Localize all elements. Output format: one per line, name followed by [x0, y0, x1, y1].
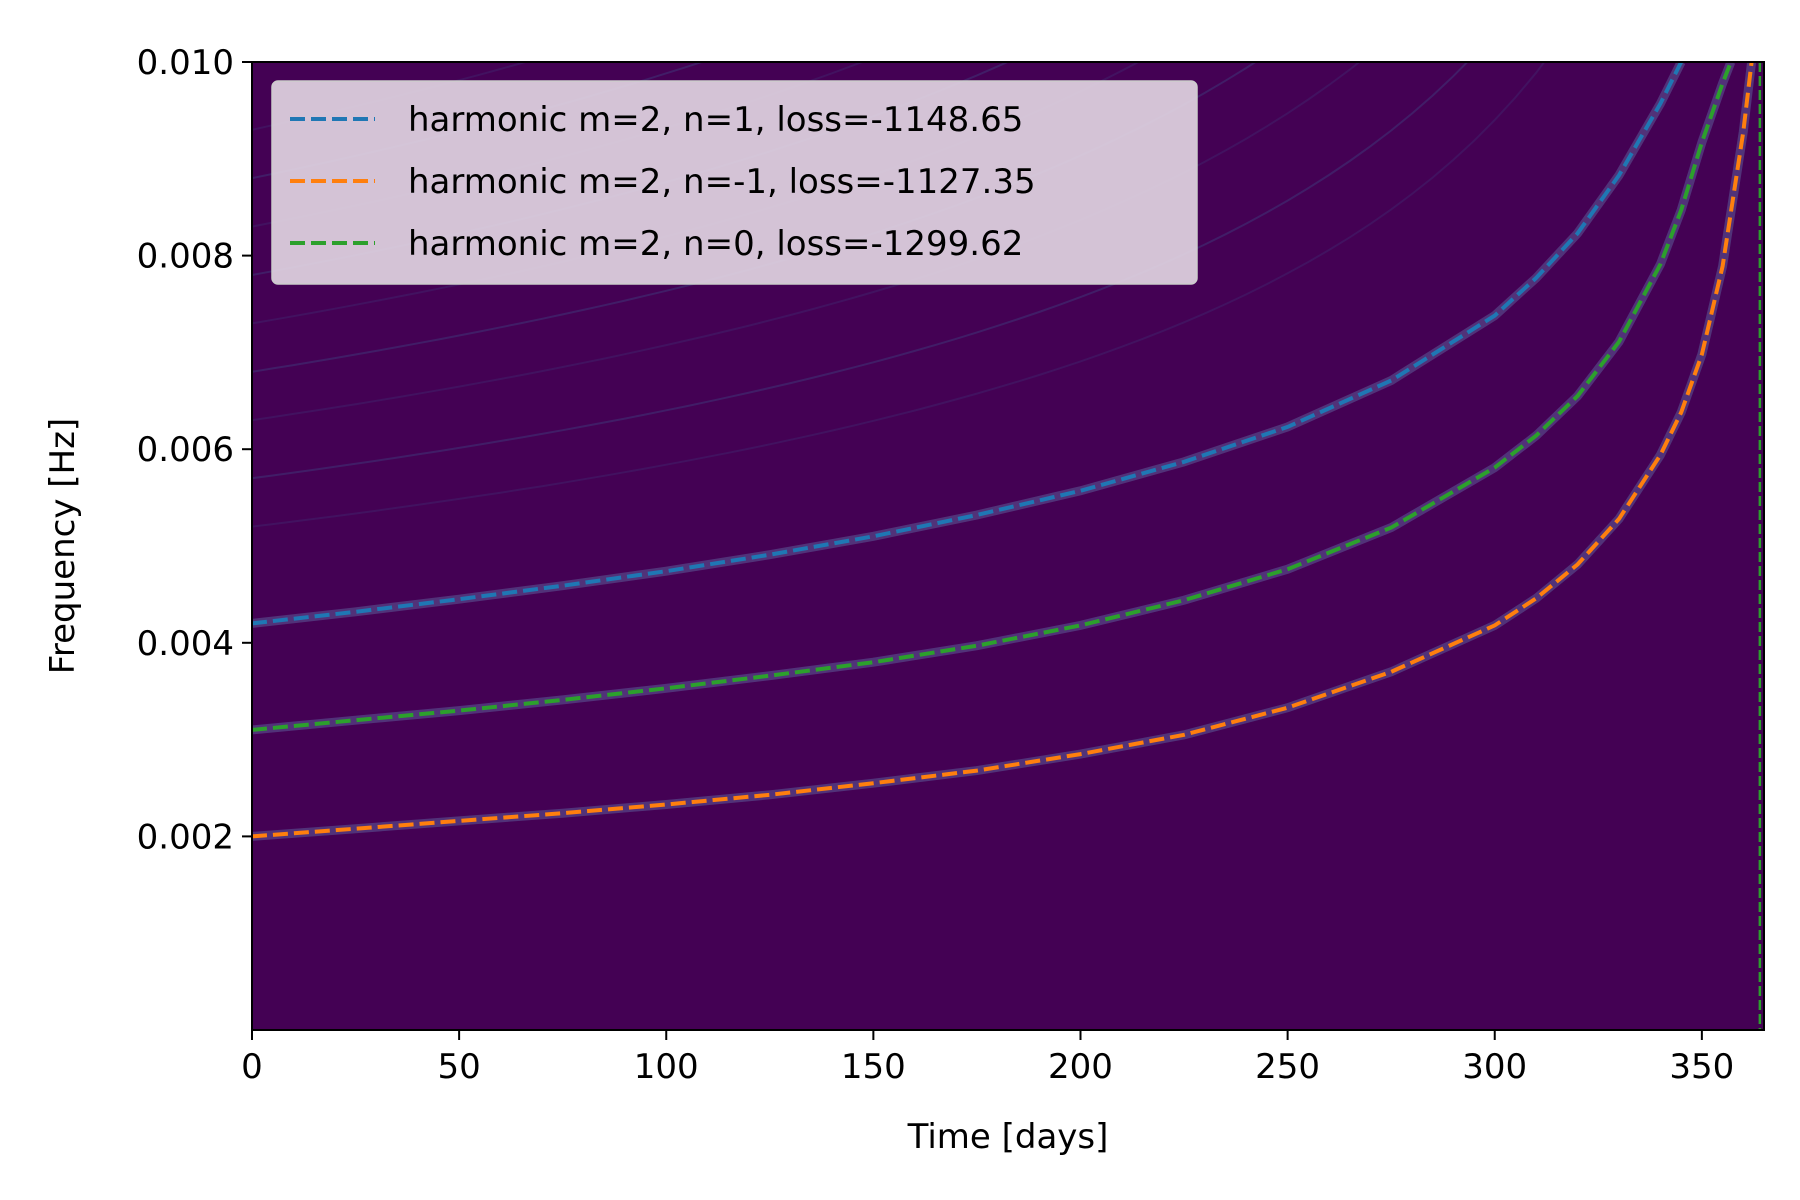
y-tick-label: 0.010	[137, 43, 234, 83]
y-tick-label: 0.006	[137, 430, 234, 470]
x-tick-label: 150	[841, 1047, 906, 1087]
plot-frame	[251, 61, 1765, 1031]
legend-entry-label: harmonic m=2, n=0, loss=-1299.62	[408, 224, 1023, 264]
series-3	[252, 62, 1736, 735]
x-tick-label: 0	[241, 1047, 263, 1087]
series-2	[252, 62, 1757, 841]
legend-entry-label: harmonic m=2, n=-1, loss=-1127.35	[408, 162, 1036, 202]
series-1	[252, 62, 1686, 628]
legend-entry-label: harmonic m=2, n=1, loss=-1148.65	[408, 100, 1023, 140]
y-axis: 0.002 0.004 0.006 0.008 0.010	[137, 43, 252, 857]
x-tick-label: 50	[437, 1047, 480, 1087]
spectrogram-track	[252, 62, 530, 131]
series-line	[252, 62, 1733, 732]
x-tick-label: 300	[1462, 1047, 1527, 1087]
x-tick-label: 200	[1048, 1047, 1113, 1087]
series-line	[252, 62, 1754, 839]
x-tick-label: 100	[634, 1047, 699, 1087]
legend-box	[271, 80, 1198, 285]
y-tick-label: 0.004	[137, 624, 234, 664]
y-tick-label: 0.002	[137, 817, 234, 857]
x-tick-label: 350	[1669, 1047, 1734, 1087]
y-tick-label: 0.008	[137, 237, 234, 277]
spectrogram-track	[252, 62, 1469, 480]
x-axis-label: Time [days]	[907, 1117, 1109, 1157]
x-axis: 0 50 100 150 200 250 300 350	[241, 1030, 1734, 1087]
series-layer	[252, 62, 1762, 1030]
x-tick-label: 250	[1255, 1047, 1320, 1087]
spectrogram-track	[252, 62, 1546, 528]
legend: harmonic m=2, n=1, loss=-1148.65 harmonic…	[271, 80, 1198, 285]
series-line	[252, 62, 1683, 626]
y-axis-label: Frequency [Hz]	[43, 418, 83, 674]
